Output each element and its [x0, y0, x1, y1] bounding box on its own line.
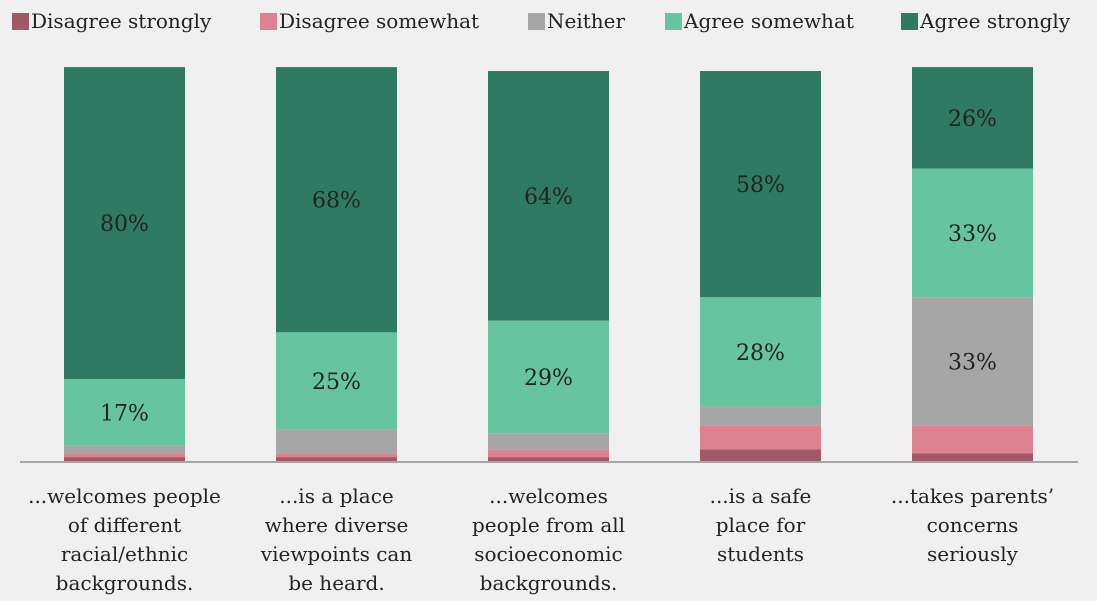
bar-segment-agree-strongly	[488, 71, 609, 321]
bar-segment-agree-somewhat	[700, 297, 821, 407]
data-label: 29%	[524, 366, 573, 391]
legend-label: Neither	[547, 9, 625, 33]
bar-stack-1: 17% 80%	[64, 67, 185, 461]
category-label-line: socioeconomic	[474, 542, 623, 566]
category-labels: ...welcomes people of different racial/eth…	[28, 484, 1054, 595]
bar-segment-agree-strongly	[64, 67, 185, 380]
legend-swatch	[665, 13, 682, 30]
category-label-line: viewpoints can	[260, 542, 413, 566]
legend: Disagree strongly Disagree somewhat Neithe…	[12, 9, 1071, 33]
legend-swatch	[528, 13, 545, 30]
bar-segment-agree-somewhat	[276, 332, 397, 430]
category-label-line: ...is a safe	[710, 484, 812, 508]
data-label: 17%	[100, 401, 149, 426]
legend-label: Agree somewhat	[683, 9, 854, 33]
legend-item-disagree-somewhat: Disagree somewhat	[260, 9, 479, 33]
bar-segment-disagree-somewhat	[276, 453, 397, 458]
data-label: 25%	[312, 370, 361, 395]
bar-segment-disagree-strongly	[700, 449, 821, 461]
bar-segment-disagree-somewhat	[912, 425, 1033, 454]
category-label-line: of different	[68, 513, 181, 537]
bar-segment-neither	[276, 429, 397, 454]
bar-segment-disagree-strongly	[488, 457, 609, 461]
bar-segment-neither	[64, 445, 185, 454]
category-label-line: ...welcomes people	[28, 484, 221, 508]
legend-swatch	[260, 13, 277, 30]
bar-segment-disagree-somewhat	[64, 453, 185, 458]
category-label-line: seriously	[927, 542, 1019, 566]
data-label: 68%	[312, 189, 361, 214]
category-label-line: place for	[716, 513, 806, 537]
data-label: 28%	[736, 341, 785, 366]
category-label-4: ...is a safe place for students	[710, 484, 812, 566]
category-label-line: ...is a place	[279, 484, 394, 508]
category-label-line: backgrounds.	[480, 571, 618, 595]
legend-item-neither: Neither	[528, 9, 625, 33]
category-label-5: ...takes parents’ concerns seriously	[891, 484, 1054, 566]
legend-item-disagree-strongly: Disagree strongly	[12, 9, 212, 33]
category-label-line: where diverse	[265, 513, 409, 537]
legend-label: Disagree strongly	[31, 9, 212, 33]
bar-stack-2: 25% 68%	[276, 67, 397, 461]
legend-item-agree-somewhat: Agree somewhat	[665, 9, 854, 33]
legend-label: Agree strongly	[919, 9, 1071, 33]
bar-segment-disagree-strongly	[912, 453, 1033, 461]
category-label-line: backgrounds.	[56, 571, 194, 595]
bar-segment-disagree-strongly	[64, 457, 185, 461]
data-label: 26%	[948, 107, 997, 132]
category-label-3: ...welcomes people from all socioeconomic b…	[472, 484, 625, 595]
category-label-line: be heard.	[288, 571, 384, 595]
bar-segment-agree-strongly	[912, 67, 1033, 169]
bar-stack-3: 29% 64%	[488, 71, 609, 461]
category-label-line: ...takes parents’	[891, 484, 1054, 508]
bar-segment-agree-somewhat	[912, 168, 1033, 298]
category-label-line: concerns	[927, 513, 1019, 537]
category-label-1: ...welcomes people of different racial/eth…	[28, 484, 221, 595]
bar-segment-neither	[488, 433, 609, 450]
data-label: 58%	[736, 173, 785, 198]
category-label-line: students	[717, 542, 804, 566]
data-label: 33%	[948, 222, 997, 247]
category-label-2: ...is a place where diverse viewpoints can…	[260, 484, 413, 595]
legend-item-agree-strongly: Agree strongly	[901, 9, 1071, 33]
data-label: 80%	[100, 212, 149, 237]
legend-swatch	[12, 13, 29, 30]
bar-stack-5: 33% 33% 26%	[912, 67, 1033, 461]
bar-segment-neither	[912, 297, 1033, 426]
bar-segment-neither	[700, 406, 821, 426]
category-label-line: racial/ethnic	[61, 542, 188, 566]
bar-stack-4: 28% 58%	[700, 71, 821, 461]
bar-segment-disagree-somewhat	[488, 449, 609, 458]
legend-swatch	[901, 13, 918, 30]
legend-label: Disagree somewhat	[279, 9, 479, 33]
bar-segment-agree-somewhat	[64, 379, 185, 446]
bar-segment-agree-strongly	[276, 67, 397, 333]
data-label: 33%	[948, 351, 997, 376]
category-label-line: ...welcomes	[489, 484, 608, 508]
category-label-line: people from all	[472, 513, 625, 537]
bar-segment-agree-somewhat	[488, 320, 609, 434]
bar-segment-disagree-somewhat	[700, 425, 821, 450]
bars-area: 17% 80% 25% 68% 29% 64% 28% 58% 33% 33% 26%	[64, 67, 1033, 461]
bar-segment-agree-strongly	[700, 71, 821, 298]
bar-segment-disagree-strongly	[276, 457, 397, 461]
data-label: 64%	[524, 185, 573, 210]
